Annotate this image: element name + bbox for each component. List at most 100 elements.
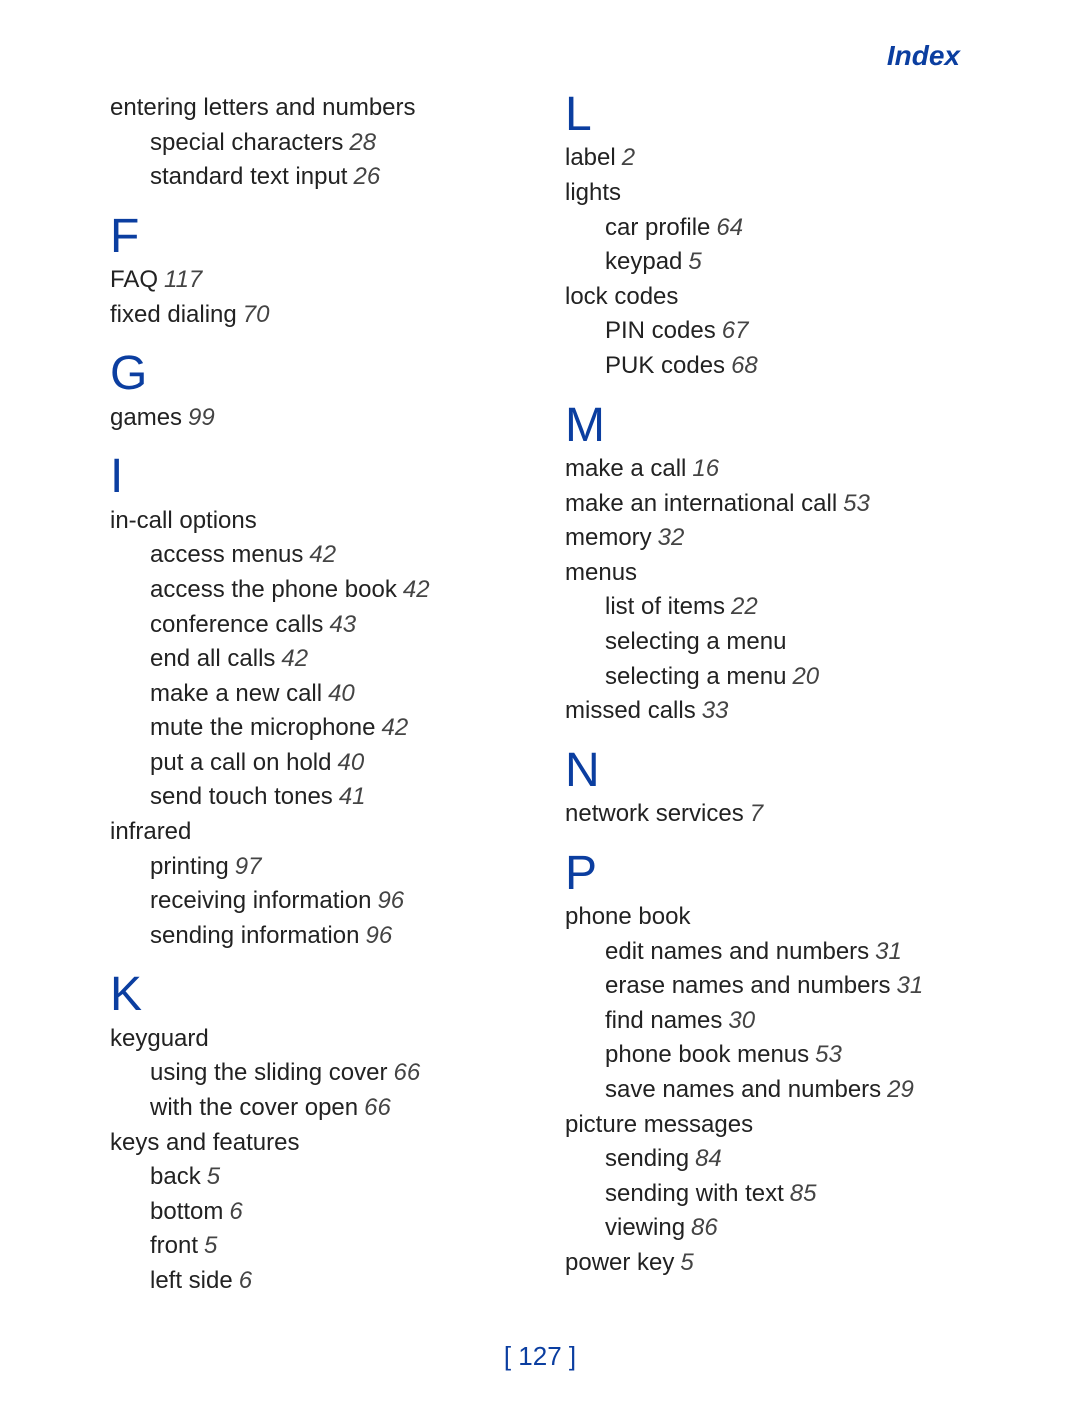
page-ref: 5 bbox=[204, 1232, 217, 1259]
entry-text: printing bbox=[150, 853, 229, 880]
entry-text: selecting a menu bbox=[605, 663, 786, 690]
sub-entry: PUK codes68 bbox=[565, 349, 970, 383]
sub-entry: edit names and numbers31 bbox=[565, 935, 970, 969]
entry: menus bbox=[565, 556, 970, 590]
sub-entry: save names and numbers29 bbox=[565, 1073, 970, 1107]
sub-entry: special characters28 bbox=[110, 126, 515, 160]
sub-entry: front5 bbox=[110, 1229, 515, 1263]
sub-entry: sending with text85 bbox=[565, 1177, 970, 1211]
sub-entry: sending information96 bbox=[110, 919, 515, 953]
sub-entry: viewing86 bbox=[565, 1211, 970, 1245]
entry-text: erase names and numbers bbox=[605, 972, 891, 999]
page-ref: 96 bbox=[377, 887, 404, 914]
sub-entry: bottom6 bbox=[110, 1195, 515, 1229]
page-ref: 6 bbox=[229, 1198, 242, 1225]
sub-entry: put a call on hold40 bbox=[110, 746, 515, 780]
page-ref: 86 bbox=[691, 1214, 718, 1241]
sub-entry: car profile64 bbox=[565, 211, 970, 245]
entry-text: games bbox=[110, 404, 182, 431]
page-ref: 6 bbox=[239, 1267, 252, 1294]
entry-text: left side bbox=[150, 1267, 233, 1294]
sub-entry: keypad5 bbox=[565, 245, 970, 279]
page-ref: 117 bbox=[164, 266, 202, 293]
page-ref: 66 bbox=[393, 1059, 420, 1086]
sub-entry: access menus42 bbox=[110, 538, 515, 572]
entry-text: conference calls bbox=[150, 611, 323, 638]
entry-text: put a call on hold bbox=[150, 749, 331, 776]
entry-text: save names and numbers bbox=[605, 1076, 881, 1103]
page-ref: 40 bbox=[337, 749, 364, 776]
sub-entry: conference calls43 bbox=[110, 608, 515, 642]
entry-text: label bbox=[565, 144, 616, 171]
section-letter: F bbox=[110, 212, 515, 262]
entry: lights bbox=[565, 176, 970, 210]
page-number: [ 127 ] bbox=[0, 1341, 1080, 1372]
entry-text: list of items bbox=[605, 593, 725, 620]
entry-text: FAQ bbox=[110, 266, 158, 293]
entry-text: access menus bbox=[150, 541, 303, 568]
sub-entry: PIN codes67 bbox=[565, 314, 970, 348]
entry-text: end all calls bbox=[150, 645, 275, 672]
page-ref: 68 bbox=[731, 352, 758, 379]
page-ref: 26 bbox=[353, 163, 380, 190]
sub-entry: selecting a menu bbox=[565, 625, 970, 659]
page-ref: 30 bbox=[728, 1007, 755, 1034]
page-ref: 41 bbox=[339, 783, 366, 810]
entry-text: sending bbox=[605, 1145, 689, 1172]
page-ref: 40 bbox=[328, 680, 355, 707]
sub-entry: make a new call40 bbox=[110, 677, 515, 711]
entry: keys and features bbox=[110, 1126, 515, 1160]
entry-text: make a new call bbox=[150, 680, 322, 707]
sub-entry: printing97 bbox=[110, 850, 515, 884]
page-ref: 85 bbox=[790, 1180, 817, 1207]
entry-text: make a call bbox=[565, 455, 686, 482]
sub-entry: access the phone book42 bbox=[110, 573, 515, 607]
page-ref: 5 bbox=[680, 1249, 693, 1276]
page-ref: 7 bbox=[750, 800, 763, 827]
section-letter: I bbox=[110, 452, 515, 502]
page-ref: 64 bbox=[716, 214, 743, 241]
page-ref: 31 bbox=[875, 938, 902, 965]
entry: lock codes bbox=[565, 280, 970, 314]
sub-entry: back5 bbox=[110, 1160, 515, 1194]
sub-entry: send touch tones41 bbox=[110, 780, 515, 814]
entry: games99 bbox=[110, 401, 515, 435]
entry-text: with the cover open bbox=[150, 1094, 358, 1121]
entry-text: sending with text bbox=[605, 1180, 784, 1207]
entry-text: missed calls bbox=[565, 697, 696, 724]
page-ref: 28 bbox=[349, 129, 376, 156]
entry-text: keypad bbox=[605, 248, 682, 275]
entry-text: special characters bbox=[150, 129, 343, 156]
entry-text: edit names and numbers bbox=[605, 938, 869, 965]
page-ref: 84 bbox=[695, 1145, 722, 1172]
entry-text: bottom bbox=[150, 1198, 223, 1225]
entry-text: mute the microphone bbox=[150, 714, 375, 741]
entry: keyguard bbox=[110, 1022, 515, 1056]
sub-entry: receiving information96 bbox=[110, 884, 515, 918]
page-ref: 43 bbox=[329, 611, 356, 638]
entry-text: receiving information bbox=[150, 887, 371, 914]
entry-text: car profile bbox=[605, 214, 710, 241]
entry: FAQ117 bbox=[110, 263, 515, 297]
sub-entry: sending84 bbox=[565, 1142, 970, 1176]
page-ref: 29 bbox=[887, 1076, 914, 1103]
page-header-title: Index bbox=[110, 40, 970, 72]
page-ref: 33 bbox=[702, 697, 729, 724]
page-ref: 20 bbox=[792, 663, 819, 690]
entry: make an international call53 bbox=[565, 487, 970, 521]
page-ref: 42 bbox=[309, 541, 336, 568]
page-ref: 66 bbox=[364, 1094, 391, 1121]
page-ref: 5 bbox=[688, 248, 701, 275]
page-ref: 53 bbox=[815, 1041, 842, 1068]
page-ref: 2 bbox=[622, 144, 635, 171]
entry-text: sending information bbox=[150, 922, 359, 949]
entry-text: standard text input bbox=[150, 163, 347, 190]
page-ref: 70 bbox=[243, 301, 270, 328]
entry-text: viewing bbox=[605, 1214, 685, 1241]
page-ref: 16 bbox=[692, 455, 719, 482]
entry: infrared bbox=[110, 815, 515, 849]
entry-text: fixed dialing bbox=[110, 301, 237, 328]
page: Index entering letters and numbers speci… bbox=[0, 0, 1080, 1299]
entry: power key5 bbox=[565, 1246, 970, 1280]
right-column: L label2 lights car profile64 keypad5 lo… bbox=[565, 90, 970, 1299]
